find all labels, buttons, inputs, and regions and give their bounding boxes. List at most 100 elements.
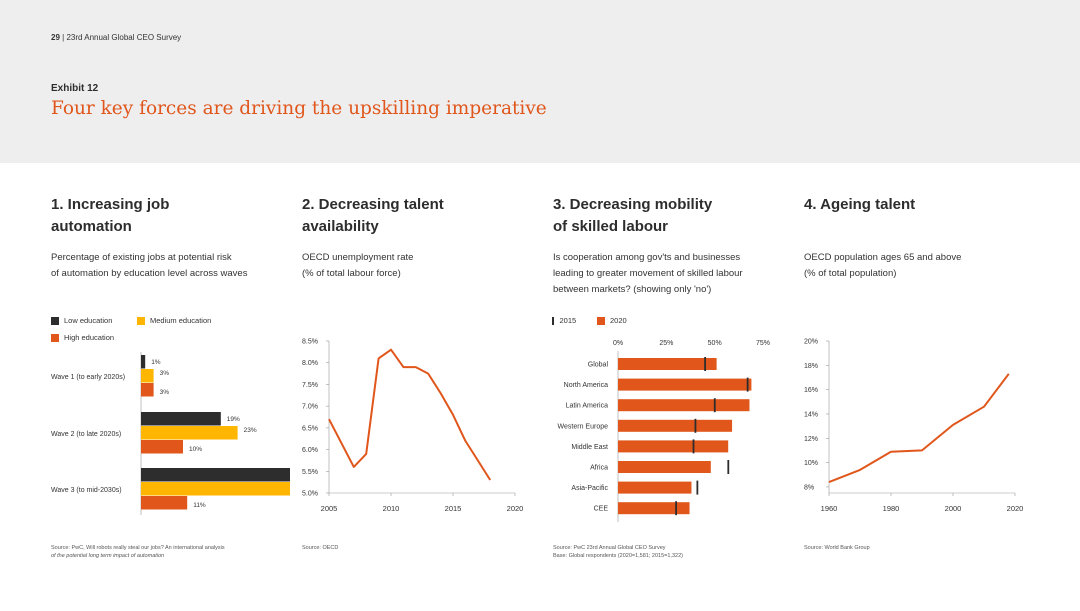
chart1-legend-high: High education: [51, 333, 114, 342]
chart1-bar-value-label: 10%: [189, 446, 202, 453]
page-separator: |: [62, 33, 65, 42]
chart3-bar-2020: [618, 502, 690, 515]
panel-3-title: 3. Decreasing mobility of skilled labour: [553, 194, 783, 238]
chart1-bar-high-education: [141, 383, 154, 397]
chart3-category-label: Middle East: [571, 444, 608, 451]
panel-3-source-line1: Source: PwC 23rd Annual Global CEO Surve…: [553, 545, 666, 551]
report-title: 23rd Annual Global CEO Survey: [66, 33, 182, 42]
chart2-y-tick-label: 7.0%: [302, 404, 318, 411]
panel-1-title-line1: 1. Increasing job: [51, 196, 170, 213]
page-info: 29 | 23rd Annual Global CEO Survey: [51, 33, 181, 42]
chart3-marker-2015: [696, 480, 699, 495]
chart4-y-tick-label: 20%: [804, 339, 818, 346]
panel-3-source: Source: PwC 23rd Annual Global CEO Surve…: [553, 544, 783, 560]
chart3-bar-2020: [618, 440, 729, 453]
chart3-category-label: Latin America: [566, 403, 609, 410]
chart-skilled-mobility: 0% 25% 50% 75% Global North America Latin Amer…: [558, 340, 770, 522]
panel-2-title: 2. Decreasing talent availability: [302, 194, 532, 238]
chart3-x-tick-label: 0%: [613, 340, 623, 347]
panel-4-source-line1: Source: World Bank Group: [804, 545, 870, 551]
panel-2-title-line2: availability: [302, 218, 379, 235]
chart1-bar-value-label: 3%: [160, 370, 170, 377]
chart2-y-tick-label: 6.5%: [302, 425, 318, 432]
chart2-y-tick-label: 7.5%: [302, 382, 318, 389]
chart4-y-tick-label: 18%: [804, 363, 818, 370]
panel-3-title-line2: of skilled labour: [553, 218, 669, 235]
chart2-y-tick-label: 5.5%: [302, 469, 318, 476]
chart1-legend-medium: Medium education: [137, 316, 211, 325]
chart1-legend-low: Low education: [51, 316, 112, 325]
chart3-bar-2020: [618, 419, 733, 432]
legend-label-2015: 2015: [559, 316, 577, 325]
chart1-bar-value-label: 3%: [160, 389, 170, 396]
chart3-bar-2020: [618, 358, 717, 370]
chart3-marker-2015: [727, 460, 730, 474]
chart3-category-label: CEE: [594, 506, 609, 513]
chart4-x-tick-label: 2000: [945, 504, 962, 513]
panel-4-subtitle: OECD population ages 65 and above (% of …: [804, 250, 1034, 282]
chart3-bar-2020: [618, 461, 711, 473]
chart4-y-tick-label: 16%: [804, 387, 818, 394]
panel-4-title-line1: 4. Ageing talent: [804, 196, 916, 213]
panel-4-subtitle-line2: (% of total population): [804, 268, 897, 279]
chart2-x-tick-label: 2020: [507, 504, 524, 513]
panel-2-subtitle-line1: OECD unemployment rate: [302, 252, 414, 263]
page-headline: Four key forces are driving the upskilli…: [51, 98, 547, 119]
chart1-bar-value-label: 19%: [227, 416, 240, 423]
chart4-y-tick-label: 10%: [804, 460, 818, 467]
chart2-x-tick-label: 2015: [445, 504, 462, 513]
chart4-series-line: [828, 373, 1010, 484]
legend-marker-2015: [552, 316, 554, 325]
chart1-bar-value-label: 23%: [244, 427, 257, 434]
legend-label-medium: Medium education: [150, 316, 212, 325]
chart3-x-tick-label: 50%: [708, 340, 722, 347]
legend-label-low: Low education: [64, 316, 113, 325]
panel-2-subtitle: OECD unemployment rate (% of total labou…: [302, 250, 532, 282]
chart1-bar-low-education: [141, 355, 146, 369]
chart2-y-tick-label: 5.0%: [302, 491, 318, 498]
chart1-bar-low-education: [141, 412, 221, 426]
chart2-x-tick-label: 2005: [321, 504, 338, 513]
chart3-legend-2015: 2015: [552, 316, 576, 325]
chart2-y-tick-label: 8.0%: [302, 360, 318, 367]
panel-4-subtitle-line1: OECD population ages 65 and above: [804, 252, 962, 263]
panel-4-text: 4. Ageing talent OECD population ages 65…: [804, 194, 1034, 282]
panel-2-subtitle-line2: (% of total labour force): [302, 268, 401, 279]
chart4-y-tick-label: 14%: [804, 411, 818, 418]
panel-1-title: 1. Increasing job automation: [51, 194, 281, 238]
chart3-x-tick-label: 75%: [756, 340, 770, 347]
chart3-bar-2020: [618, 399, 750, 412]
panel-4-title: 4. Ageing talent: [804, 194, 1034, 216]
panel-1-subtitle-line1: Percentage of existing jobs at potential…: [51, 252, 232, 263]
page-number: 29: [51, 33, 60, 42]
legend-label-high: High education: [64, 333, 115, 342]
chart1-category-label: Wave 3 (to mid-2030s): [51, 487, 122, 494]
chart2-series-line: [328, 348, 492, 481]
panel-1-source-line1: Source: PwC, Will robots really steal ou…: [51, 545, 225, 551]
chart1-bar-medium-education: [141, 369, 154, 383]
panel-3-subtitle: Is cooperation among gov'ts and business…: [553, 250, 783, 298]
chart3-bar-2020: [618, 378, 752, 391]
chart1-bar-medium-education: [141, 426, 238, 440]
chart3-category-label: Asia-Pacific: [571, 485, 608, 492]
chart3-category-label: Western Europe: [558, 423, 609, 430]
panel-2-title-line1: 2. Decreasing talent: [302, 196, 444, 213]
panel-4-source: Source: World Bank Group: [804, 544, 1034, 552]
panel-3-title-line1: 3. Decreasing mobility: [553, 196, 713, 213]
legend-swatch-low: [51, 316, 59, 325]
chart1-bar-high-education: [141, 496, 188, 510]
chart3-marker-2015: [692, 439, 695, 454]
chart1-bar-high-education: [141, 440, 183, 454]
chart3-marker-2015: [675, 501, 677, 516]
chart3-category-label: North America: [564, 382, 608, 389]
chart-unemployment: 5.0% 5.5% 6.0% 6.5% 7.0% 7.5% 8.0% 8.5% 2005 2010…: [302, 339, 524, 514]
panel-1-source-line2: of the potential long term impact of aut…: [51, 553, 165, 559]
chart1-category-label: Wave 1 (to early 2020s): [51, 374, 125, 381]
chart3-marker-2015: [746, 377, 749, 392]
chart4-x-tick-label: 2020: [1007, 504, 1024, 513]
panel-1-source: Source: PwC, Will robots really steal ou…: [51, 544, 281, 560]
chart1-bar-value-label: 1%: [151, 359, 161, 366]
chart3-bar-2020: [618, 481, 692, 494]
panel-3-subtitle-line1: Is cooperation among gov'ts and business…: [553, 252, 741, 263]
chart-job-automation: Wave 1 (to early 2020s) 1% 3% 3% Wave 2 (to …: [51, 352, 290, 515]
